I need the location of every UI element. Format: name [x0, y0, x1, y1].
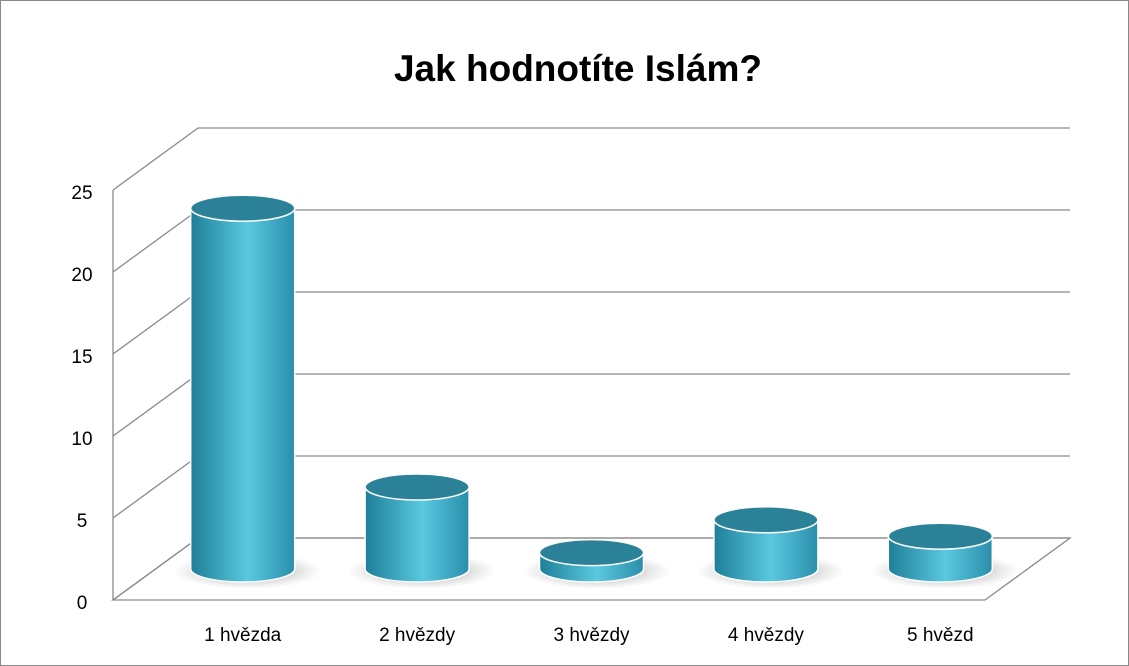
x-tick-label: 1 hvězda [204, 625, 282, 646]
y-tick-label: 25 [71, 183, 92, 204]
y-tick-label: 15 [71, 347, 92, 368]
chart-title: Jak hodnotíte Islám? [394, 48, 762, 89]
bar-top [364, 473, 470, 501]
y-tick-label: 10 [71, 429, 92, 450]
grid-line [112, 127, 1070, 191]
bar-top [189, 194, 296, 222]
x-tick-label: 5 hvězd [907, 625, 974, 646]
x-tick-label: 2 hvězdy [379, 625, 456, 646]
bar-top [713, 506, 819, 534]
y-tick-label: 20 [71, 265, 92, 286]
y-tick-label: 0 [77, 593, 88, 614]
bar [189, 207, 296, 583]
x-tick-label: 4 hvězdy [728, 625, 805, 646]
bar-top [887, 522, 994, 550]
bar [713, 519, 819, 583]
y-tick-label: 5 [77, 511, 88, 532]
bar [364, 486, 470, 583]
x-tick-label: 3 hvězdy [553, 625, 630, 646]
bar-top [538, 538, 645, 567]
